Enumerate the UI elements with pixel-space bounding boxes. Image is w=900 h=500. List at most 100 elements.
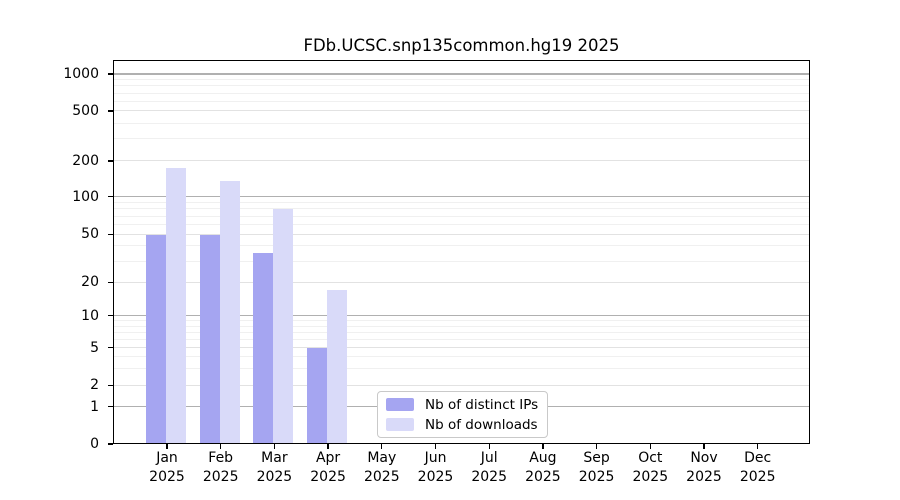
bar-nb-of-distinct-ips-jan xyxy=(146,235,166,444)
legend-swatch-distinct-ips xyxy=(386,398,414,411)
legend-label-downloads: Nb of downloads xyxy=(425,416,538,433)
x-tick-apr xyxy=(327,444,329,449)
x-tick-jan xyxy=(166,444,168,449)
x-tick-month-jul: Jul xyxy=(480,450,498,466)
x-tick-jul xyxy=(488,444,490,449)
y-tick-5 xyxy=(107,346,113,349)
legend-item-downloads: Nb of downloads xyxy=(386,418,539,432)
gridline-y-1000 xyxy=(113,73,810,75)
x-tick-year-jun: 2025 xyxy=(417,469,454,485)
gridline-minor-y-40 xyxy=(113,245,810,247)
x-tick-jun xyxy=(434,444,437,449)
x-tick-month-mar: Mar xyxy=(261,450,288,466)
y-tick-label-5: 5 xyxy=(90,339,99,356)
gridline-y-2 xyxy=(113,384,810,386)
x-tick-year-feb: 2025 xyxy=(202,469,239,485)
x-tick-label-jun: Jun 2025 xyxy=(396,449,476,487)
gridline-minor-y-60 xyxy=(113,223,810,225)
y-tick-20 xyxy=(107,281,113,283)
y-tick-1 xyxy=(107,406,113,408)
bar-nb-of-distinct-ips-mar xyxy=(253,252,274,444)
x-tick-month-oct: Oct xyxy=(638,450,663,466)
gridline-minor-y-30 xyxy=(113,260,810,262)
x-tick-label-may: May 2025 xyxy=(342,449,422,487)
gridline-y-10 xyxy=(113,315,810,317)
x-tick-nov xyxy=(703,444,705,449)
y-tick-0 xyxy=(107,443,113,445)
x-tick-dec xyxy=(757,444,759,449)
x-tick-month-sep: Sep xyxy=(583,450,610,466)
x-tick-label-oct: Oct 2025 xyxy=(610,449,690,487)
bar-nb-of-downloads-feb xyxy=(219,181,240,444)
x-tick-year-aug: 2025 xyxy=(525,469,561,485)
gridline-minor-y-6 xyxy=(113,338,810,340)
y-tick-label-0: 0 xyxy=(90,436,99,452)
gridline-minor-y-3 xyxy=(113,368,810,370)
chart-title: FDb.UCSC.snp135common.hg19 2025 xyxy=(303,36,620,55)
y-tick-label-100: 100 xyxy=(72,188,99,205)
x-tick-month-aug: Aug xyxy=(529,450,557,466)
gridline-minor-y-400 xyxy=(113,122,810,124)
x-tick-year-mar: 2025 xyxy=(256,469,293,485)
x-tick-label-mar: Mar 2025 xyxy=(234,449,314,487)
x-tick-label-dec: Dec 2025 xyxy=(718,449,798,487)
x-tick-month-may: May xyxy=(367,450,397,466)
gridline-minor-y-600 xyxy=(113,100,810,102)
x-tick-year-jan: 2025 xyxy=(149,469,185,485)
y-tick-200 xyxy=(107,160,113,162)
bar-nb-of-distinct-ips-feb xyxy=(199,235,220,444)
x-tick-year-nov: 2025 xyxy=(686,469,722,485)
y-tick-label-20: 20 xyxy=(81,274,99,291)
gridline-y-500 xyxy=(113,110,810,112)
x-tick-month-nov: Nov xyxy=(690,450,718,466)
bar-nb-of-downloads-apr xyxy=(327,290,348,444)
y-tick-label-2: 2 xyxy=(90,377,99,394)
gridline-y-5 xyxy=(113,347,810,349)
x-tick-sep xyxy=(595,444,598,449)
y-tick-100 xyxy=(107,196,113,198)
y-tick-label-200: 200 xyxy=(72,152,99,169)
gridline-minor-y-80 xyxy=(113,208,810,210)
y-tick-1000 xyxy=(107,73,113,75)
x-tick-label-jan: Jan 2025 xyxy=(127,449,207,487)
x-tick-may xyxy=(381,444,383,449)
gridline-minor-y-800 xyxy=(113,85,810,87)
y-tick-label-10: 10 xyxy=(81,307,99,324)
gridline-minor-y-9 xyxy=(113,320,810,322)
y-tick-500 xyxy=(107,110,113,112)
gridline-y-200 xyxy=(113,160,810,162)
gridline-y-50 xyxy=(113,233,810,235)
y-tick-label-1000: 1000 xyxy=(63,66,99,83)
x-tick-mar xyxy=(273,444,276,449)
legend-item-distinct-ips: Nb of distinct IPs xyxy=(386,398,539,412)
x-tick-label-jul: Jul 2025 xyxy=(449,449,529,487)
y-tick-50 xyxy=(107,233,113,235)
x-tick-year-sep: 2025 xyxy=(578,469,615,485)
x-tick-label-sep: Sep 2025 xyxy=(557,449,637,487)
x-tick-year-apr: 2025 xyxy=(310,469,346,485)
x-tick-oct xyxy=(649,444,651,449)
x-tick-year-may: 2025 xyxy=(363,469,400,485)
gridline-minor-y-90 xyxy=(113,201,810,203)
gridline-minor-y-900 xyxy=(113,79,810,81)
x-tick-label-aug: Aug 2025 xyxy=(503,449,583,487)
x-tick-label-feb: Feb 2025 xyxy=(181,449,261,487)
x-tick-label-apr: Apr 2025 xyxy=(288,449,368,487)
legend-label-distinct-ips: Nb of distinct IPs xyxy=(425,396,539,413)
gridline-minor-y-300 xyxy=(113,138,810,140)
plot-area xyxy=(113,60,810,444)
bar-nb-of-distinct-ips-apr xyxy=(307,347,328,444)
bar-nb-of-downloads-jan xyxy=(166,167,186,444)
x-tick-feb xyxy=(220,444,222,449)
gridline-minor-y-70 xyxy=(113,215,810,217)
legend-swatch-downloads xyxy=(386,418,414,431)
gridline-minor-y-7 xyxy=(113,331,810,333)
gridline-y-100 xyxy=(113,196,810,198)
x-tick-month-apr: Apr xyxy=(315,450,341,466)
x-tick-label-nov: Nov 2025 xyxy=(664,449,744,487)
x-tick-year-oct: 2025 xyxy=(632,469,669,485)
x-tick-year-dec: 2025 xyxy=(739,469,776,485)
bar-nb-of-downloads-mar xyxy=(273,208,294,444)
x-tick-month-dec: Dec xyxy=(744,450,772,466)
